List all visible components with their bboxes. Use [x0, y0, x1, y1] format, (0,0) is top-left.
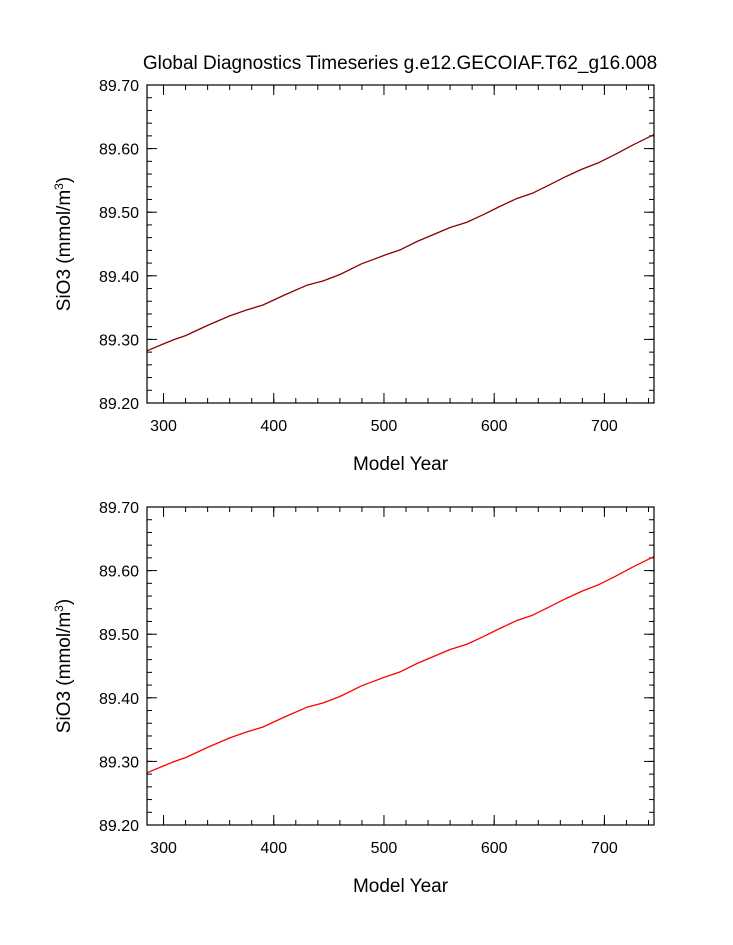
y-tick-label: 89.60	[99, 564, 139, 581]
series-line-0	[146, 556, 655, 774]
plot-frame	[146, 84, 655, 404]
y-axis-label: SiO3 (mmol/m3)	[52, 177, 75, 311]
y-tick-label: 89.70	[99, 78, 139, 95]
y-axis-label-superscript: 3	[52, 605, 66, 612]
y-tick-label: 89.30	[99, 754, 139, 771]
y-tick-label: 89.40	[99, 269, 139, 286]
figure-title: Global Diagnostics Timeseries g.e12.GECO…	[143, 53, 657, 74]
x-tick-label: 400	[260, 418, 287, 435]
y-axis-label: SiO3 (mmol/m3)	[52, 599, 75, 733]
y-axis-label-superscript: 3	[52, 183, 66, 190]
y-tick-label: 89.30	[99, 332, 139, 349]
y-tick-label: 89.60	[99, 142, 139, 159]
y-tick-label: 89.50	[99, 205, 139, 222]
x-axis-label: Model Year	[353, 454, 449, 475]
plot-top: 89.20 89.30 89.40 89.50 89.60 89.70 300 400 500 6…	[52, 78, 655, 475]
plot-frame	[146, 506, 655, 826]
y-tick-label: 89.20	[99, 818, 139, 835]
y-tick-label: 89.20	[99, 396, 139, 413]
y-tick-label: 89.50	[99, 627, 139, 644]
x-tick-label: 700	[591, 840, 618, 857]
y-axis-label-main: SiO3 (mmol/m	[54, 612, 75, 733]
y-tick-label: 89.70	[99, 500, 139, 517]
x-tick-label: 500	[371, 418, 398, 435]
plot-bottom: 89.20 89.30 89.40 89.50 89.60 89.70 300 400 500 6…	[52, 500, 655, 897]
y-tick-label: 89.40	[99, 691, 139, 708]
x-tick-label: 500	[371, 840, 398, 857]
x-tick-label: 300	[150, 840, 177, 857]
x-tick-label: 600	[481, 418, 508, 435]
y-axis-label-close: )	[54, 177, 75, 183]
x-tick-label: 600	[481, 840, 508, 857]
y-axis-label-close: )	[54, 599, 75, 605]
x-tick-label: 400	[260, 840, 287, 857]
y-axis-label-main: SiO3 (mmol/m	[54, 190, 75, 311]
x-tick-label: 300	[150, 418, 177, 435]
x-tick-label: 700	[591, 418, 618, 435]
series-line-0	[146, 134, 655, 352]
x-axis-label: Model Year	[353, 876, 449, 897]
